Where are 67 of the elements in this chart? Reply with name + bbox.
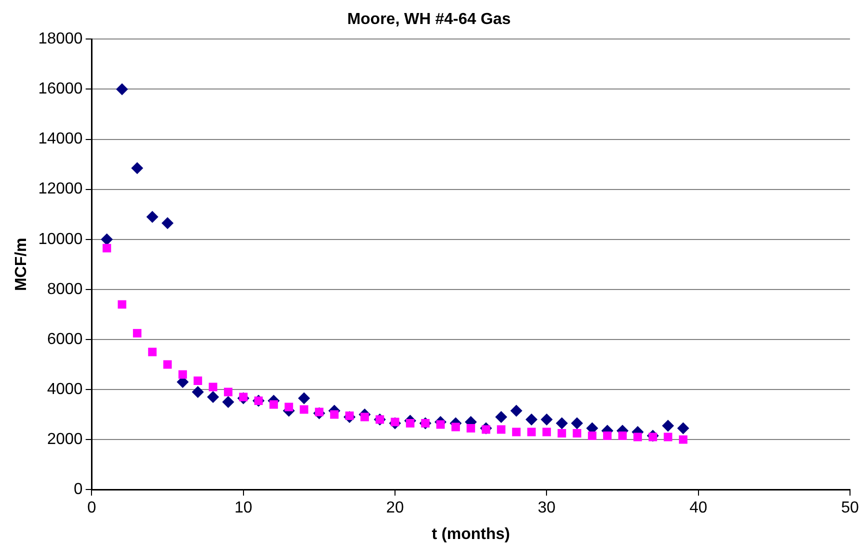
point bbox=[677, 422, 690, 434]
point bbox=[556, 417, 568, 430]
point bbox=[192, 386, 204, 398]
point bbox=[178, 370, 187, 379]
point bbox=[451, 422, 460, 432]
point bbox=[406, 419, 414, 428]
point bbox=[132, 328, 142, 338]
y-tick-label: 0 bbox=[74, 481, 83, 498]
point bbox=[662, 420, 674, 432]
point bbox=[496, 425, 506, 434]
y-tick-label: 8000 bbox=[47, 280, 83, 298]
point bbox=[207, 391, 220, 404]
point bbox=[298, 392, 310, 404]
point bbox=[222, 396, 234, 408]
y-tick-label: 14000 bbox=[38, 130, 83, 148]
point bbox=[512, 428, 521, 436]
point bbox=[603, 432, 612, 440]
x-tick-label: 40 bbox=[689, 500, 708, 517]
point bbox=[510, 404, 522, 417]
point bbox=[131, 162, 144, 174]
point bbox=[436, 420, 445, 429]
point bbox=[194, 376, 202, 385]
point bbox=[224, 388, 232, 396]
point bbox=[100, 233, 113, 246]
point bbox=[146, 210, 158, 223]
point bbox=[102, 244, 112, 252]
point bbox=[527, 428, 536, 436]
x-tick-label: 30 bbox=[538, 500, 556, 517]
point bbox=[360, 412, 369, 422]
point bbox=[526, 414, 538, 426]
point bbox=[162, 217, 174, 230]
y-tick-label: 6000 bbox=[47, 330, 83, 348]
x-tick-label: 20 bbox=[386, 500, 404, 517]
point bbox=[633, 432, 642, 442]
point bbox=[345, 412, 354, 420]
point bbox=[118, 300, 126, 309]
point bbox=[558, 429, 566, 438]
x-tick-label: 50 bbox=[841, 500, 859, 517]
point bbox=[540, 414, 553, 426]
y-axis-title: MCF/m bbox=[13, 238, 30, 292]
chart-title: Moore, WH #4-64 Gas bbox=[347, 11, 511, 28]
y-tick-label: 12000 bbox=[38, 180, 83, 198]
point bbox=[269, 400, 278, 409]
point bbox=[300, 405, 308, 414]
point bbox=[542, 428, 551, 436]
point bbox=[571, 417, 584, 430]
point bbox=[163, 360, 172, 369]
point bbox=[330, 410, 339, 419]
point bbox=[678, 435, 688, 444]
point bbox=[495, 411, 508, 424]
point bbox=[572, 429, 582, 438]
point bbox=[588, 432, 596, 440]
y-tick-label: 2000 bbox=[47, 430, 83, 448]
y-tick-label: 10000 bbox=[38, 230, 83, 248]
point bbox=[148, 348, 157, 356]
y-tick-label: 4000 bbox=[47, 380, 83, 398]
point bbox=[208, 382, 218, 392]
y-tick-label: 18000 bbox=[38, 30, 83, 48]
y-tick-label: 16000 bbox=[38, 80, 83, 98]
x-tick-label: 0 bbox=[87, 500, 96, 517]
x-tick-label: 10 bbox=[234, 500, 252, 517]
point bbox=[466, 424, 476, 433]
point bbox=[116, 83, 128, 96]
point bbox=[618, 432, 627, 440]
point bbox=[664, 432, 672, 442]
x-axis-title: t (months) bbox=[432, 526, 510, 543]
point bbox=[284, 402, 294, 412]
